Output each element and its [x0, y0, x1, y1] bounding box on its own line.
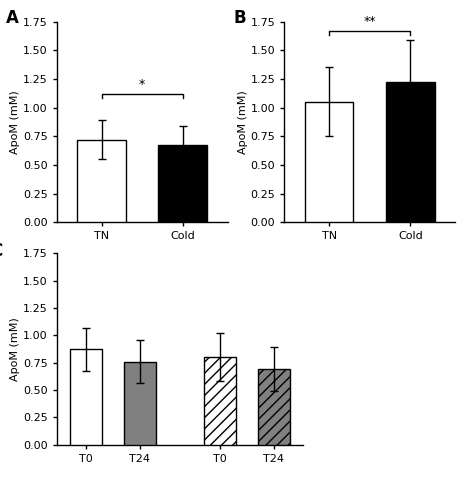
Y-axis label: ApoM (mM): ApoM (mM)	[10, 90, 20, 154]
Text: A: A	[6, 10, 18, 27]
Bar	[70, 349, 102, 445]
Text: C: C	[0, 242, 2, 260]
Text: *: *	[139, 78, 146, 91]
Bar	[386, 82, 435, 222]
Bar	[77, 140, 126, 222]
Bar	[305, 102, 354, 222]
Text: B: B	[233, 10, 246, 27]
Bar	[158, 145, 207, 222]
Text: **: **	[364, 15, 376, 28]
Y-axis label: ApoM (mM): ApoM (mM)	[10, 317, 20, 381]
Y-axis label: ApoM (mM): ApoM (mM)	[238, 90, 248, 154]
Bar	[258, 369, 290, 445]
Bar	[204, 357, 237, 445]
Bar	[124, 361, 156, 445]
